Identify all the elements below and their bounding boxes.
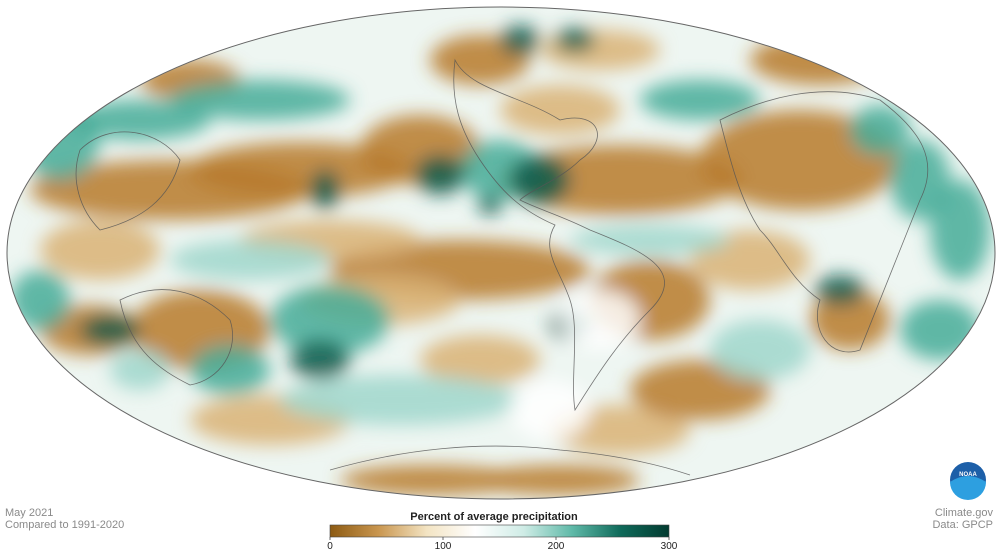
colorbar-tick-label: 300 — [661, 541, 678, 552]
anomaly-region — [20, 100, 100, 180]
logo-text: NOAA — [959, 472, 977, 478]
anomaly-region — [750, 35, 890, 85]
anomaly-region — [340, 465, 520, 495]
colorbar — [329, 524, 670, 538]
anomaly-region — [480, 465, 640, 495]
anomaly-region — [190, 142, 410, 198]
anomaly-region — [900, 300, 980, 360]
anomaly-region — [640, 80, 760, 120]
anomaly-region — [478, 195, 502, 215]
anomaly-region — [310, 170, 340, 210]
anomaly-region — [710, 320, 810, 380]
anomaly-region — [415, 155, 465, 195]
data-credit: Data: GPCP — [932, 519, 993, 531]
legend-title: Percent of average precipitation — [410, 511, 578, 523]
source-label: Climate.gov — [934, 507, 993, 519]
baseline-label: Compared to 1991-2020 — [5, 519, 125, 531]
anomaly-region — [930, 180, 990, 280]
anomaly-region — [815, 275, 865, 305]
anomaly-region — [850, 105, 910, 155]
anomaly-region — [70, 100, 210, 140]
anomaly-region — [500, 85, 620, 135]
anomaly-region — [420, 335, 540, 385]
anomaly-region — [170, 80, 350, 120]
anomaly-region — [700, 110, 900, 210]
anomaly-region — [110, 350, 170, 390]
anomaly-region — [80, 315, 140, 345]
noaa-logo: NOAA — [950, 462, 986, 500]
anomaly-region — [40, 220, 160, 280]
colorbar-tick-label: 100 — [435, 541, 452, 552]
anomaly-region — [555, 28, 595, 52]
anomaly-region — [510, 380, 590, 440]
anomaly-region — [10, 270, 70, 330]
anomaly-region — [500, 25, 540, 55]
anomaly-region — [290, 340, 350, 380]
date-label: May 2021 — [5, 507, 54, 519]
colorbar-tick-label: 0 — [327, 541, 333, 552]
anomaly-region — [560, 290, 640, 350]
anomaly-region — [270, 285, 390, 355]
anomaly-region — [190, 345, 270, 395]
anomaly-region — [280, 375, 520, 425]
anomaly-region — [510, 155, 570, 205]
coastlines — [75, 58, 929, 476]
anomaly-region — [570, 225, 730, 255]
anomaly-region — [810, 290, 890, 350]
anomaly-region — [890, 140, 950, 220]
legend: Percent of average precipitation 0 100 200… — [327, 511, 678, 552]
globe-outline — [6, 6, 996, 500]
anomaly-region — [170, 240, 330, 280]
colorbar-tick-label: 200 — [548, 541, 565, 552]
